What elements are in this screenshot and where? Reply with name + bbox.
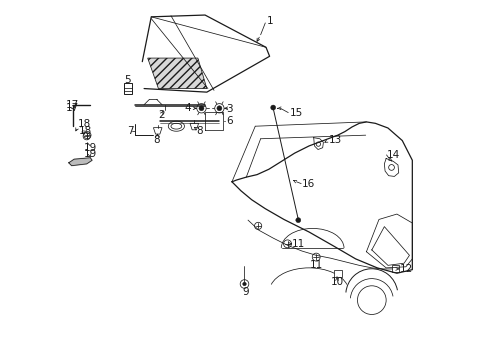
Circle shape xyxy=(270,105,275,110)
Text: 19: 19 xyxy=(83,143,97,153)
Text: 1: 1 xyxy=(266,16,273,26)
Text: 10: 10 xyxy=(330,277,343,287)
FancyBboxPatch shape xyxy=(391,265,399,272)
Text: 13: 13 xyxy=(328,135,341,145)
Text: 11: 11 xyxy=(291,239,305,249)
Text: 8: 8 xyxy=(153,135,160,145)
Text: 11: 11 xyxy=(309,260,322,270)
Text: 9: 9 xyxy=(242,287,248,297)
Text: 3: 3 xyxy=(226,104,233,114)
Text: 18: 18 xyxy=(78,120,91,129)
Circle shape xyxy=(242,282,246,286)
Text: 16: 16 xyxy=(301,179,314,189)
Circle shape xyxy=(295,218,300,223)
Text: 17: 17 xyxy=(66,103,79,113)
Text: 6: 6 xyxy=(225,116,232,126)
Text: 17: 17 xyxy=(66,100,80,110)
Text: 14: 14 xyxy=(386,150,400,160)
Polygon shape xyxy=(147,58,206,89)
Text: 7: 7 xyxy=(126,126,133,135)
Polygon shape xyxy=(69,158,92,166)
Circle shape xyxy=(199,106,203,111)
FancyBboxPatch shape xyxy=(124,83,132,94)
Text: 15: 15 xyxy=(289,108,302,118)
Text: 8: 8 xyxy=(196,126,203,135)
FancyBboxPatch shape xyxy=(333,270,341,277)
Text: 18: 18 xyxy=(79,126,92,135)
Text: 2: 2 xyxy=(158,111,165,121)
Text: 4: 4 xyxy=(184,103,191,113)
Text: 19: 19 xyxy=(84,149,97,159)
Circle shape xyxy=(217,106,222,111)
Text: 5: 5 xyxy=(123,75,130,85)
Text: 12: 12 xyxy=(399,264,412,274)
